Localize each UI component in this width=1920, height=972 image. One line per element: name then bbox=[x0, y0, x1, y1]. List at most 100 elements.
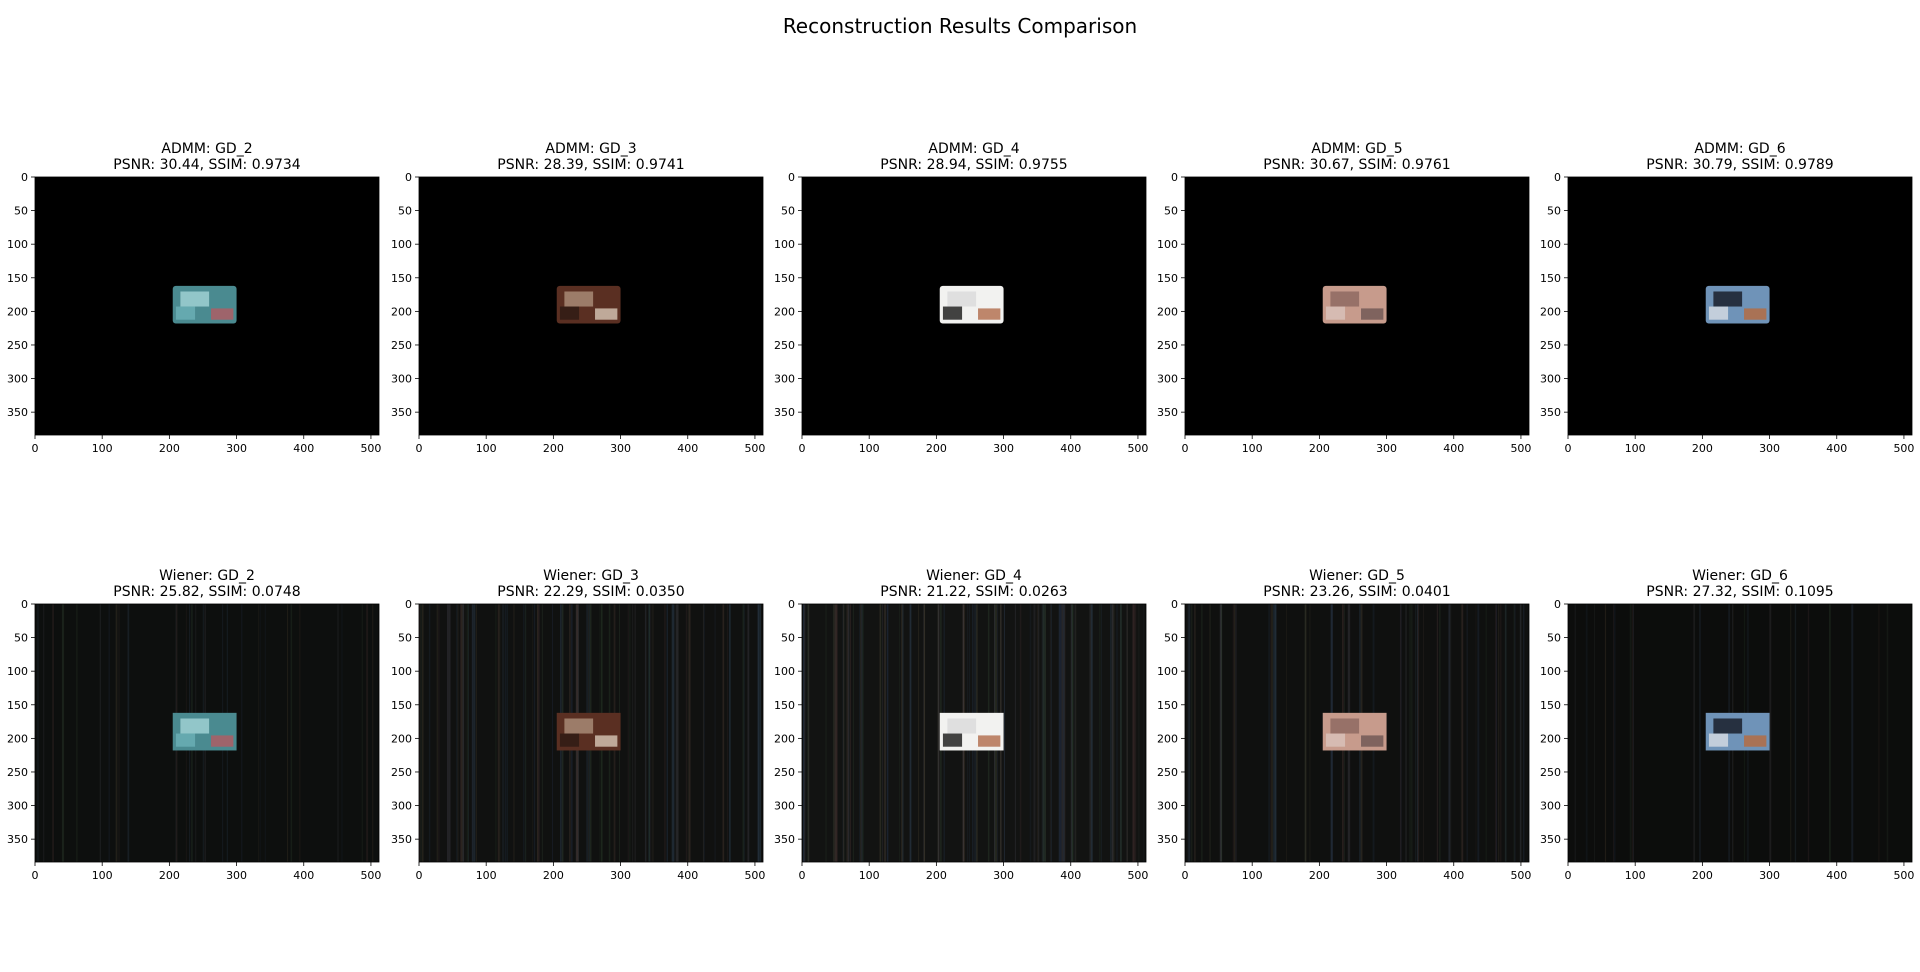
noise-stripe bbox=[1135, 604, 1137, 862]
noise-stripe bbox=[1878, 604, 1880, 862]
noise-stripe bbox=[652, 604, 654, 862]
noise-stripe bbox=[634, 604, 636, 862]
noise-stripe bbox=[1499, 604, 1502, 862]
noise-stripe bbox=[504, 604, 506, 862]
reconstructed-patch bbox=[939, 285, 1004, 324]
noise-stripe bbox=[671, 604, 673, 862]
noise-stripe bbox=[337, 604, 339, 862]
y-tick-label: 150 bbox=[7, 272, 28, 285]
noise-stripe bbox=[449, 604, 451, 862]
noise-stripe bbox=[1041, 604, 1044, 862]
noise-stripe bbox=[1523, 604, 1525, 862]
y-tick-label: 0 bbox=[1554, 171, 1561, 184]
y-tick-label: 200 bbox=[774, 732, 795, 745]
noise-stripe bbox=[506, 604, 508, 862]
noise-stripe bbox=[1460, 604, 1463, 862]
noise-stripe bbox=[1790, 604, 1792, 862]
y-tick-label: 200 bbox=[7, 305, 28, 318]
x-tick-label: 300 bbox=[226, 442, 247, 455]
x-tick-label: 0 bbox=[1565, 869, 1572, 882]
noise-stripe bbox=[471, 604, 474, 862]
noise-stripe bbox=[476, 604, 477, 862]
noise-stripe bbox=[99, 604, 101, 862]
noise-stripe bbox=[1829, 604, 1831, 862]
x-tick-label: 500 bbox=[1893, 869, 1914, 882]
noise-stripe bbox=[1003, 604, 1005, 862]
x-tick-label: 400 bbox=[677, 442, 698, 455]
noise-stripe bbox=[729, 604, 731, 862]
y-tick-label: 0 bbox=[21, 598, 28, 611]
noise-stripe bbox=[1613, 604, 1615, 862]
noise-stripe bbox=[108, 604, 110, 862]
noise-stripe bbox=[923, 604, 926, 862]
noise-stripe bbox=[1210, 604, 1212, 862]
noise-stripe bbox=[524, 604, 527, 862]
x-tick-label: 300 bbox=[993, 869, 1014, 882]
x-tick-label: 100 bbox=[476, 869, 497, 882]
noise-stripe bbox=[1794, 604, 1797, 862]
x-tick-label: 200 bbox=[159, 869, 180, 882]
noise-stripe bbox=[1423, 604, 1424, 862]
noise-stripe bbox=[648, 604, 650, 862]
x-tick-label: 400 bbox=[677, 869, 698, 882]
noise-stripe bbox=[1220, 604, 1222, 862]
x-tick-label: 0 bbox=[799, 869, 806, 882]
x-tick-label: 200 bbox=[1309, 869, 1330, 882]
noise-stripe bbox=[842, 604, 844, 862]
noise-stripe bbox=[685, 604, 688, 862]
noise-stripe bbox=[1495, 604, 1498, 862]
subplot-metrics: PSNR: 30.67, SSIM: 0.9761 bbox=[1263, 157, 1450, 173]
noise-stripe bbox=[703, 604, 704, 862]
noise-stripe bbox=[502, 604, 504, 862]
noise-stripe bbox=[1201, 604, 1203, 862]
noise-stripe bbox=[447, 604, 448, 862]
x-tick-label: 200 bbox=[1692, 442, 1713, 455]
noise-stripe bbox=[438, 604, 440, 862]
noise-stripe bbox=[834, 604, 837, 862]
y-tick-label: 300 bbox=[7, 373, 28, 386]
y-tick-label: 250 bbox=[7, 339, 28, 352]
y-tick-label: 200 bbox=[1157, 305, 1178, 318]
noise-stripe bbox=[449, 604, 451, 862]
y-tick-label: 150 bbox=[391, 699, 412, 712]
noise-stripe bbox=[1110, 604, 1112, 862]
noise-stripe bbox=[1605, 604, 1607, 862]
noise-stripe bbox=[1044, 604, 1046, 862]
noise-stripe bbox=[1477, 604, 1480, 862]
noise-stripe bbox=[1221, 604, 1222, 862]
axes-frame bbox=[1567, 176, 1913, 436]
axes-frame bbox=[1567, 603, 1913, 863]
noise-stripe bbox=[1019, 604, 1022, 862]
noise-stripe bbox=[1063, 604, 1065, 862]
noise-stripe bbox=[461, 604, 463, 862]
noise-stripe bbox=[909, 604, 912, 862]
noise-stripe bbox=[1405, 604, 1408, 862]
noise-stripe bbox=[722, 604, 724, 862]
y-tick-label: 350 bbox=[7, 833, 28, 846]
noise-stripe bbox=[1116, 604, 1118, 862]
noise-stripe bbox=[1604, 604, 1606, 862]
y-tick-label: 350 bbox=[774, 833, 795, 846]
noise-stripe bbox=[808, 604, 810, 862]
x-tick-label: 500 bbox=[1510, 869, 1531, 882]
noise-stripe bbox=[1495, 604, 1497, 862]
x-tick-label: 400 bbox=[293, 442, 314, 455]
x-tick-label: 0 bbox=[1182, 869, 1189, 882]
y-tick-label: 250 bbox=[1157, 339, 1178, 352]
noise-stripe bbox=[1466, 604, 1468, 862]
noise-stripe bbox=[1091, 604, 1093, 862]
noise-stripe bbox=[1036, 604, 1039, 862]
noise-stripe bbox=[714, 604, 716, 862]
noise-stripe bbox=[835, 604, 838, 862]
noise-stripe bbox=[850, 604, 852, 862]
noise-stripe bbox=[448, 604, 450, 862]
x-tick-label: 300 bbox=[1376, 442, 1397, 455]
noise-stripe bbox=[885, 604, 886, 862]
noise-stripe bbox=[803, 604, 806, 862]
noise-stripe bbox=[537, 604, 538, 862]
